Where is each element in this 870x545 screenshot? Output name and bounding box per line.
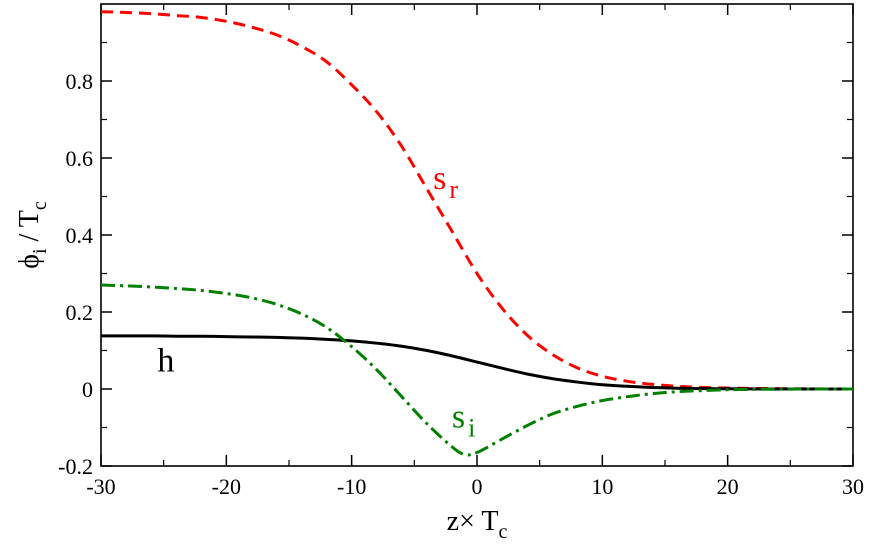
y-tick-label: 0: [82, 377, 93, 402]
x-axis-ticks: -30 -20 -10 0 10 20 30: [86, 4, 864, 499]
y-axis-title-sub1: i: [29, 248, 51, 254]
series-layer: [100, 10, 854, 457]
series-line-s-r: [100, 10, 854, 391]
x-tick-label: -10: [337, 474, 366, 499]
y-axis-title-sub2: c: [29, 201, 51, 210]
plot-area-border: [100, 3, 854, 467]
y-axis-ticks: -0.2 0 0.2 0.4 0.6 0.8: [58, 41, 853, 479]
x-tick-label: -20: [212, 474, 241, 499]
x-tick-label: 20: [717, 474, 739, 499]
y-axis-title-main: ϕ: [14, 254, 45, 269]
series-line-h: [100, 334, 853, 391]
y-axis-title: ϕi / Tc: [14, 201, 51, 269]
x-axis-title-sub: c: [498, 521, 507, 543]
y-tick-label: 0.2: [66, 300, 94, 325]
y-tick-label: -0.2: [58, 454, 93, 479]
y-tick-label: 0.8: [66, 69, 94, 94]
x-tick-label: 10: [591, 474, 613, 499]
series-line-s-i: [100, 283, 853, 457]
curve-label-h: h: [157, 343, 174, 380]
x-axis-title: z× Tc: [447, 506, 508, 543]
x-tick-label: -30: [86, 474, 115, 499]
y-tick-label: 0.4: [66, 223, 94, 248]
x-tick-label: 30: [842, 474, 864, 499]
y-tick-label: 0.6: [66, 146, 94, 171]
curve-labels: s r h s i: [157, 160, 475, 443]
x-tick-label: 0: [472, 474, 483, 499]
plot-frame: [100, 3, 854, 467]
y-axis-title-mid: / T: [14, 210, 45, 248]
x-axis-title-main: z× T: [447, 506, 499, 537]
